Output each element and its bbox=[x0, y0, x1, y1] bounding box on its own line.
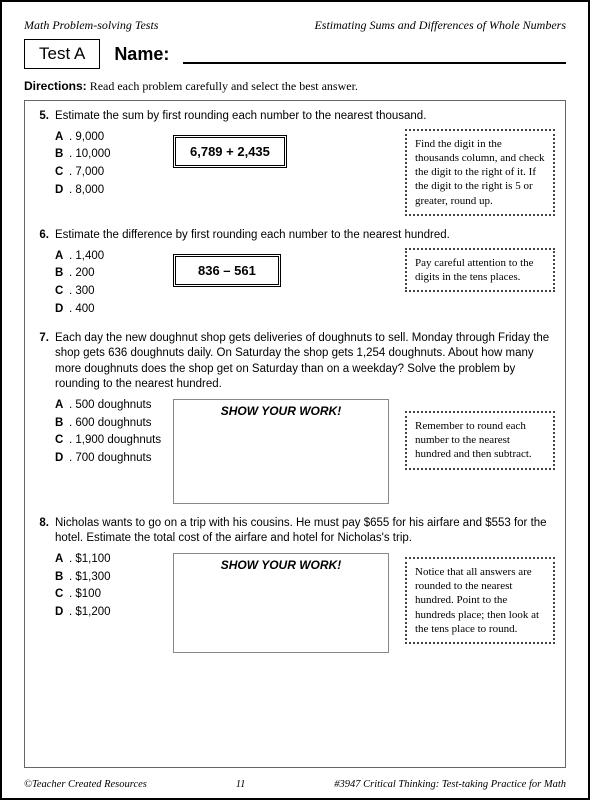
q7-work-box[interactable]: SHOW YOUR WORK! bbox=[173, 399, 389, 504]
title-row: Test A Name: bbox=[24, 39, 566, 69]
header-left: Math Problem-solving Tests bbox=[24, 18, 158, 33]
q8-choice-d[interactable]: D. $1,200 bbox=[55, 604, 165, 622]
q8-choices: A. $1,100 B. $1,300 C. $100 D. $1,200 bbox=[55, 551, 165, 622]
test-label: Test A bbox=[39, 44, 85, 63]
q6-stem: Estimate the difference by first roundin… bbox=[55, 228, 555, 244]
q5-choice-a[interactable]: A. 9,000 bbox=[55, 129, 165, 147]
directions-text: Read each problem carefully and select t… bbox=[90, 79, 358, 93]
questions-frame: 5. Estimate the sum by first rounding ea… bbox=[24, 100, 566, 768]
q7-choices: A. 500 doughnuts B. 600 doughnuts C. 1,9… bbox=[55, 397, 165, 468]
q7-work-label: SHOW YOUR WORK! bbox=[221, 404, 341, 418]
question-5: 5. Estimate the sum by first rounding ea… bbox=[35, 109, 555, 216]
q7-stem: Each day the new doughnut shop gets deli… bbox=[55, 331, 555, 393]
q5-hint: Find the digit in the thousands column, … bbox=[405, 129, 555, 216]
q5-number: 5. bbox=[35, 109, 49, 125]
q7-choice-b[interactable]: B. 600 doughnuts bbox=[55, 415, 165, 433]
page-footer: ©Teacher Created Resources 11 #3947 Crit… bbox=[24, 779, 566, 790]
q8-hint: Notice that all answers are rounded to t… bbox=[405, 557, 555, 644]
q7-choice-d[interactable]: D. 700 doughnuts bbox=[55, 450, 165, 468]
name-label: Name: bbox=[114, 44, 169, 65]
q5-choice-b[interactable]: B. 10,000 bbox=[55, 146, 165, 164]
q5-expression: 6,789 + 2,435 bbox=[173, 135, 287, 168]
q6-choice-b[interactable]: B. 200 bbox=[55, 265, 165, 283]
question-6: 6. Estimate the difference by first roun… bbox=[35, 228, 555, 319]
footer-right: #3947 Critical Thinking: Test-taking Pra… bbox=[334, 779, 566, 790]
name-input-line[interactable] bbox=[183, 44, 566, 64]
directions: Directions: Read each problem carefully … bbox=[24, 79, 566, 94]
q5-choice-d[interactable]: D. 8,000 bbox=[55, 182, 165, 200]
q6-choice-d[interactable]: D. 400 bbox=[55, 301, 165, 319]
q5-choices: A. 9,000 B. 10,000 C. 7,000 D. 8,000 bbox=[55, 129, 165, 200]
q8-number: 8. bbox=[35, 516, 49, 547]
worksheet-page: Math Problem-solving Tests Estimating Su… bbox=[0, 0, 590, 800]
question-8: 8. Nicholas wants to go on a trip with h… bbox=[35, 516, 555, 653]
footer-center: 11 bbox=[236, 779, 246, 790]
question-7: 7. Each day the new doughnut shop gets d… bbox=[35, 331, 555, 504]
q8-stem: Nicholas wants to go on a trip with his … bbox=[55, 516, 555, 547]
q7-hint: Remember to round each number to the nea… bbox=[405, 411, 555, 470]
q6-hint: Pay careful attention to the digits in t… bbox=[405, 248, 555, 293]
page-header: Math Problem-solving Tests Estimating Su… bbox=[24, 18, 566, 33]
q8-choice-a[interactable]: A. $1,100 bbox=[55, 551, 165, 569]
header-right: Estimating Sums and Differences of Whole… bbox=[314, 18, 566, 33]
q7-choice-c[interactable]: C. 1,900 doughnuts bbox=[55, 432, 165, 450]
q7-number: 7. bbox=[35, 331, 49, 393]
q5-stem: Estimate the sum by first rounding each … bbox=[55, 109, 555, 125]
q8-work-label: SHOW YOUR WORK! bbox=[221, 558, 341, 572]
q6-choices: A. 1,400 B. 200 C. 300 D. 400 bbox=[55, 248, 165, 319]
q5-choice-c[interactable]: C. 7,000 bbox=[55, 164, 165, 182]
q7-choice-a[interactable]: A. 500 doughnuts bbox=[55, 397, 165, 415]
directions-label: Directions: bbox=[24, 79, 87, 93]
q6-expression: 836 – 561 bbox=[173, 254, 281, 287]
q8-choice-c[interactable]: C. $100 bbox=[55, 586, 165, 604]
q8-work-box[interactable]: SHOW YOUR WORK! bbox=[173, 553, 389, 653]
q6-choice-a[interactable]: A. 1,400 bbox=[55, 248, 165, 266]
footer-left: ©Teacher Created Resources bbox=[24, 779, 147, 790]
q6-choice-c[interactable]: C. 300 bbox=[55, 283, 165, 301]
q6-number: 6. bbox=[35, 228, 49, 244]
test-label-box: Test A bbox=[24, 39, 100, 69]
q8-choice-b[interactable]: B. $1,300 bbox=[55, 569, 165, 587]
